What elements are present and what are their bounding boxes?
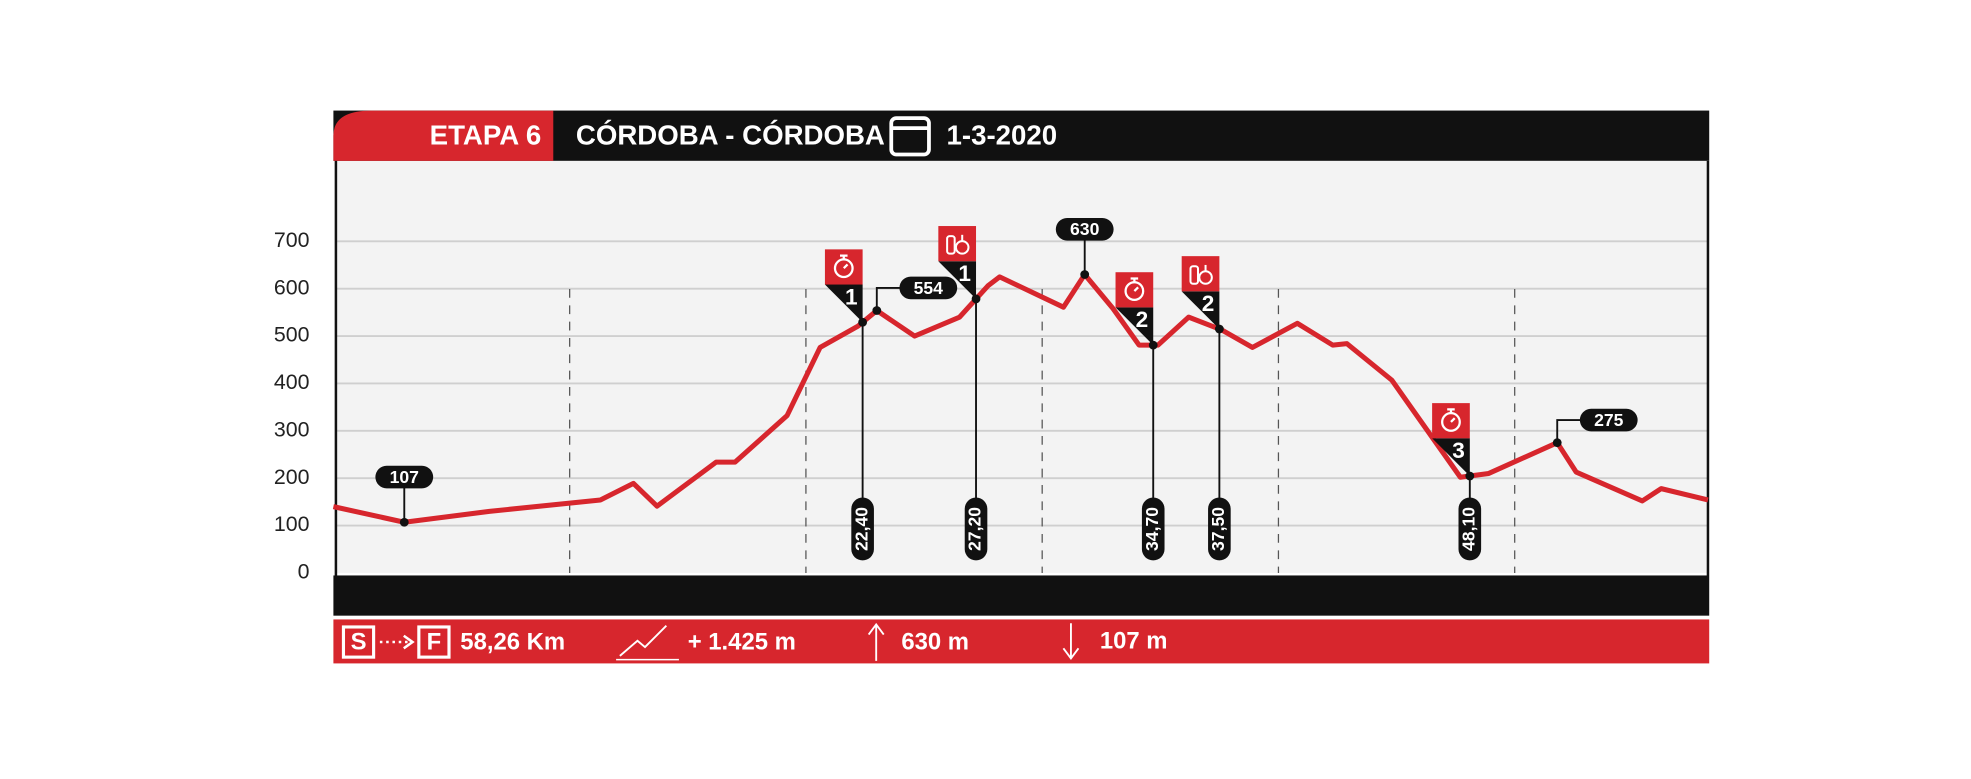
max-icon (867, 622, 885, 661)
feed-icon (1189, 265, 1200, 285)
y-tick-label: 700 (274, 228, 310, 252)
marker-km: 22,40 (851, 507, 871, 551)
climb-icon (619, 625, 668, 657)
marker: 37,50 2 (1181, 256, 1231, 561)
marker-number: 2 (1202, 291, 1215, 316)
elevation-point (1080, 270, 1090, 279)
finish: F (427, 629, 442, 656)
elevation-value: 554 (914, 278, 944, 298)
y-tick-label: 200 (274, 465, 310, 489)
label-pill (375, 465, 434, 489)
elevation-value: 630 (1070, 219, 1100, 239)
calendar-icon (889, 116, 931, 157)
elevation-value: 275 (1594, 410, 1624, 430)
marker-km-pill (1141, 497, 1165, 561)
marker-point (858, 317, 868, 327)
stopwatch-icon (1447, 408, 1456, 423)
y-tick-label: 400 (274, 370, 310, 394)
min-icon (1062, 623, 1080, 660)
label-pill (1579, 408, 1638, 432)
elevation-point (1552, 438, 1562, 448)
distance: 58,26 Km (460, 629, 565, 656)
y-tick-label: 300 (274, 417, 310, 441)
elevation-label: 630 (1055, 217, 1114, 279)
marker-km-pill (964, 497, 988, 561)
date: 1-3-2020 (947, 119, 1058, 150)
marker-km-pill (1458, 497, 1482, 561)
route: CÓRDOBA - CÓRDOBA (576, 119, 885, 150)
label-pill (1055, 217, 1114, 241)
max-elevation: 630 m (901, 629, 969, 656)
marker-point (1214, 324, 1224, 334)
marker-number: 1 (845, 284, 858, 309)
marker-number: 1 (958, 261, 971, 286)
stopwatch-icon (840, 254, 849, 270)
marker-km: 27,20 (965, 507, 985, 551)
elevation-point (399, 517, 409, 527)
marker-km-pill (851, 497, 874, 561)
arrow (403, 634, 415, 650)
stage-number: ETAPA 6 (430, 119, 542, 150)
marker-km: 37,50 (1208, 507, 1228, 551)
header-bar (333, 110, 1710, 161)
finish-box (417, 625, 451, 659)
stopwatch-icon (1130, 277, 1139, 292)
plot-area (335, 160, 1708, 573)
plot: 22,40 1 27,20 1 34,70 2 37,50 2 48,10 3 107 554 630 2… (332, 217, 1709, 561)
marker: 34,70 2 (1115, 272, 1165, 561)
min-elevation: 107 m (1100, 627, 1168, 654)
elevation-label: 275 (1552, 408, 1638, 448)
marker-number: 3 (1452, 438, 1465, 463)
y-tick-label: 600 (274, 275, 310, 299)
marker: 27,20 1 (938, 226, 988, 561)
marker-flag (1432, 438, 1470, 476)
start: S (351, 629, 367, 656)
elevation-label: 554 (872, 276, 958, 315)
summary-bar (333, 619, 1710, 664)
marker-point (971, 294, 981, 304)
marker-point (1148, 340, 1158, 350)
marker-number: 2 (1136, 307, 1149, 332)
marker: 48,10 3 (1432, 403, 1482, 561)
elevation-point (872, 306, 882, 315)
y-tick-label: 500 (274, 323, 310, 347)
y-tick-label: 100 (274, 512, 310, 536)
feed-icon (946, 235, 956, 255)
start-box (341, 625, 376, 659)
elevation-label: 107 (375, 465, 434, 527)
climb: + 1.425 m (688, 629, 796, 656)
elevation-value: 107 (390, 467, 419, 487)
marker-km: 34,70 (1142, 507, 1162, 551)
x-axis-bar (333, 575, 1710, 616)
marker-point (1465, 471, 1475, 481)
y-tick-label: 0 (298, 560, 310, 584)
marker-km-pill (1208, 497, 1231, 561)
marker-km: 48,10 (1458, 507, 1478, 551)
label-pill (899, 276, 958, 300)
stage-badge (333, 110, 554, 161)
